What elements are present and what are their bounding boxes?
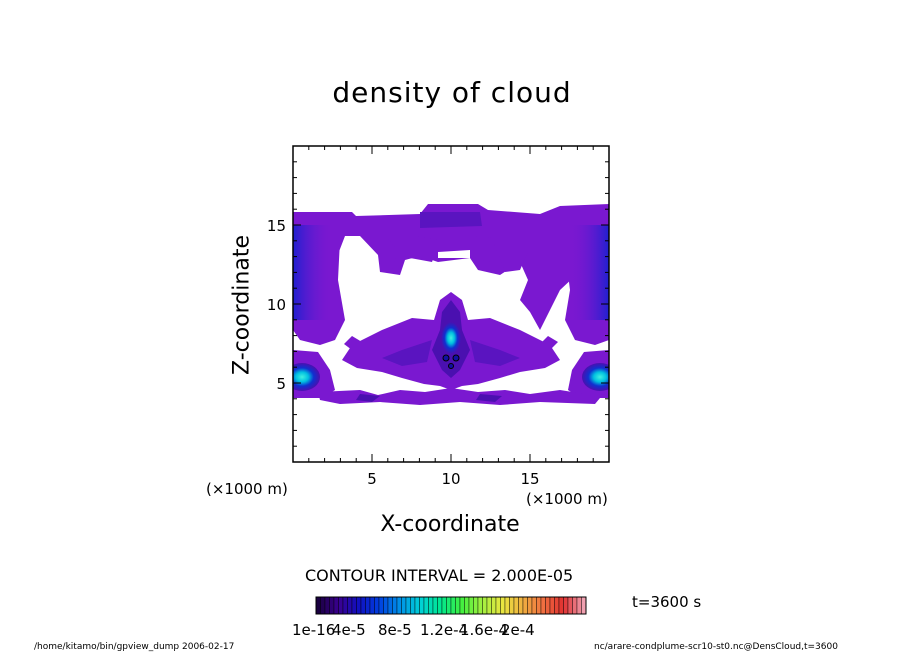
colorbar-cell	[486, 596, 492, 615]
colorbar-cell	[387, 596, 393, 615]
colorbar-cell	[464, 596, 470, 615]
colorbar-cell	[495, 596, 501, 615]
colorbar-cell	[324, 596, 330, 615]
x-axis-label: X-coordinate	[380, 512, 520, 537]
colorbar-cell	[342, 596, 348, 615]
colorbar-cell	[356, 596, 362, 615]
colorbar-cell	[509, 596, 515, 615]
side-columns	[293, 212, 609, 398]
colorbar-cell	[432, 596, 438, 615]
colorbar-cell	[468, 596, 474, 615]
footer-right-source: nc/arare-condplume-scr10-st0.nc@DensClou…	[594, 642, 838, 652]
colorbar-cell	[459, 596, 465, 615]
colorbar-cell	[374, 596, 380, 615]
colorbar-cell	[540, 596, 546, 615]
colorbar-cell	[576, 596, 582, 615]
colorbar-cell	[410, 596, 416, 615]
colorbar-cell	[392, 596, 398, 615]
colorbar-cell	[396, 596, 402, 615]
time-label: t=3600 s	[632, 593, 702, 611]
colorbar-cell	[446, 596, 452, 615]
x-tick-label: 5	[367, 470, 377, 488]
colorbar-cell	[558, 596, 564, 615]
x-tick-label: 15	[520, 470, 539, 488]
colorbar-cell	[500, 596, 506, 615]
x-unit-label-right: (×1000 m)	[526, 490, 608, 508]
colorbar-tick-label: 1.2e-4	[420, 621, 469, 639]
colorbar-cell	[482, 596, 488, 615]
axis-ticks	[292, 145, 610, 463]
colorbar-cell	[477, 596, 483, 615]
colorbar-cell	[315, 596, 321, 615]
colorbar-cell	[441, 596, 447, 615]
central-plume	[342, 292, 560, 390]
colorbar-cell	[333, 596, 339, 615]
colorbar-cell	[513, 596, 519, 615]
colorbar-cell	[329, 596, 335, 615]
colorbar-cell	[531, 596, 537, 615]
x-tick-label: 10	[441, 470, 460, 488]
colorbar-cell	[527, 596, 533, 615]
cloud-density-field	[293, 204, 609, 405]
colorbar-cell	[473, 596, 479, 615]
colorbar-cell	[360, 596, 366, 615]
y-tick-label: 15	[267, 217, 286, 235]
colorbar-cell	[581, 596, 587, 615]
colorbar-cell	[401, 596, 407, 615]
colorbar	[315, 596, 587, 615]
colorbar-tick-label: 1.6e-4	[460, 621, 509, 639]
y-axis-label: Z-coordinate	[229, 235, 255, 375]
lower-cloud-base	[318, 336, 600, 405]
colorbar-cell	[563, 596, 569, 615]
colorbar-cell	[522, 596, 528, 615]
colorbar-tick-label: 2e-4	[501, 621, 535, 639]
colorbar-cell	[437, 596, 443, 615]
x-unit-label-left: (×1000 m)	[206, 480, 288, 498]
colorbar-cell	[518, 596, 524, 615]
colorbar-tick-label: 8e-5	[378, 621, 412, 639]
colorbar-cell	[383, 596, 389, 615]
contour-interval-label: CONTOUR INTERVAL = 2.000E-05	[305, 566, 574, 585]
colorbar-tick-label: 4e-5	[332, 621, 366, 639]
colorbar-cell	[351, 596, 357, 615]
colorbar-cell	[455, 596, 461, 615]
tick-labels: 5 10 15 5 10 15	[267, 217, 540, 488]
footer-left-path: /home/kitamo/bin/gpview_dump 2006-02-17	[34, 642, 235, 652]
colorbar-cell	[347, 596, 353, 615]
upper-cloud-layer	[293, 204, 609, 330]
colorbar-cell	[369, 596, 375, 615]
colorbar-cell	[450, 596, 456, 615]
colorbar-cell	[365, 596, 371, 615]
colorbar-cell	[554, 596, 560, 615]
y-tick-label: 5	[276, 375, 286, 393]
colorbar-cell	[545, 596, 551, 615]
colorbar-cell	[419, 596, 425, 615]
colorbar-tick-label: 1e-16	[292, 621, 336, 639]
colorbar-cell	[491, 596, 497, 615]
colorbar-cell	[572, 596, 578, 615]
colorbar-cell	[549, 596, 555, 615]
colorbar-cell	[504, 596, 510, 615]
colorbar-cell	[405, 596, 411, 615]
colorbar-cell	[567, 596, 573, 615]
y-tick-label: 10	[267, 296, 286, 314]
colorbar-cell	[414, 596, 420, 615]
colorbar-cell	[423, 596, 429, 615]
colorbar-frame	[315, 596, 587, 615]
colorbar-cell	[320, 596, 326, 615]
colorbar-cell	[338, 596, 344, 615]
colorbar-cell	[428, 596, 434, 615]
colorbar-cell	[536, 596, 542, 615]
chart-title: density of cloud	[332, 76, 572, 109]
colorbar-cell	[378, 596, 384, 615]
